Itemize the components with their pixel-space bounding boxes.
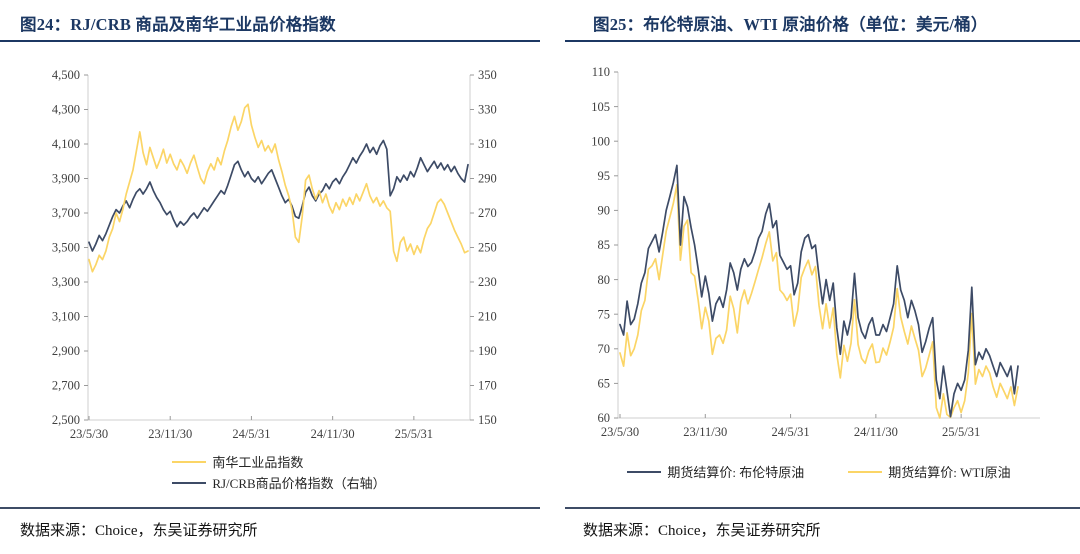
y-axis-label: 290 (478, 172, 497, 186)
legend-line-swatch (172, 481, 207, 484)
y-axis-label: 170 (478, 379, 497, 393)
figure-25-block: 图25：布伦特原油、WTI 原油价格（单位：美元/桶） 60 65 70 75 80 85… (540, 0, 1080, 554)
y-axis-label: 3,700 (52, 206, 80, 220)
legend-label: 南华工业品指数 (212, 455, 304, 470)
y-axis-label: 150 (478, 413, 497, 427)
series-line-南华工业品指数 (88, 103, 469, 273)
y-axis-label: 3,300 (52, 275, 80, 289)
legend-item: 期货结算价: 布伦特原油 (627, 462, 804, 481)
figure-25-title: 图25：布伦特原油、WTI 原油价格（单位：美元/桶） (593, 15, 988, 34)
figure-24-title: 图24：RJ/CRB 商品及南华工业品价格指数 (20, 15, 336, 34)
y-axis-label: 70 (598, 342, 611, 356)
y-axis-label: 310 (478, 137, 497, 151)
y-axis-label: 65 (598, 377, 611, 391)
y-axis-label: 95 (598, 169, 611, 183)
y-axis-label: 100 (591, 134, 610, 148)
x-axis-label: 23/5/30 (601, 425, 639, 439)
y-axis-label: 110 (592, 65, 610, 79)
y-axis-label: 85 (598, 238, 611, 252)
y-axis-label: 230 (478, 275, 497, 289)
legend-entries: 期货结算价: 布伦特原油 期货结算价: WTI原油 (618, 462, 1020, 481)
x-axis-label: 25/5/31 (395, 427, 433, 441)
legend-line-swatch (172, 460, 207, 463)
y-axis-label: 190 (478, 344, 497, 358)
y-axis-label: 3,500 (52, 241, 80, 255)
y-axis-label: 4,100 (52, 137, 80, 151)
y-axis-label: 2,700 (52, 379, 80, 393)
figure-25-legend: 期货结算价: 布伦特原油 期货结算价: WTI原油 (618, 462, 1020, 481)
legend-item: 南华工业品指数 (172, 452, 303, 471)
legend-line-swatch (848, 470, 883, 473)
figure-24-source-note: 数据来源：Choice，东吴证券研究所 (20, 523, 258, 539)
legend-label: 期货结算价: WTI原油 (888, 465, 1011, 480)
y-axis-label: 3,900 (52, 172, 80, 186)
legend-line-swatch (627, 470, 662, 473)
y-axis-label: 75 (598, 307, 611, 321)
figure-24-chart-canvas: 2,500 2,700 2,900 3,100 3,300 3,500 3,700 3,900… (52, 68, 497, 441)
x-axis-label: 23/11/30 (683, 425, 727, 439)
x-axis-label: 24/11/30 (854, 425, 898, 439)
y-axis-label: 270 (478, 206, 497, 220)
y-axis-label: 350 (478, 68, 497, 82)
y-axis-label: 330 (478, 103, 497, 117)
x-axis-label: 24/5/31 (232, 427, 270, 441)
legend-item: RJ/CRB商品价格指数（右轴） (172, 473, 386, 492)
figure-25-source-rule (565, 507, 1080, 509)
figure-25-title-rule (565, 40, 1080, 42)
x-axis-label: 25/5/31 (942, 425, 980, 439)
figure-24-source-rule (0, 507, 540, 509)
figure-25-source-note: 数据来源：Choice，东吴证券研究所 (583, 523, 821, 539)
legend-label: RJ/CRB商品价格指数（右轴） (212, 476, 386, 491)
figure-25-chart-canvas: 60 65 70 75 80 85 90 95 100 105 110 23/5/30 23/11/30… (591, 65, 1040, 439)
x-axis-label: 24/11/30 (311, 427, 355, 441)
x-axis-label: 23/11/30 (148, 427, 192, 441)
x-axis-label: 23/5/30 (70, 427, 108, 441)
figure-24-legend: 南华工业品指数 RJ/CRB商品价格指数（右轴） (88, 452, 470, 492)
y-axis-label: 4,300 (52, 103, 80, 117)
y-axis-label: 3,100 (52, 310, 80, 324)
legend-entries: 南华工业品指数 RJ/CRB商品价格指数（右轴） (172, 452, 386, 492)
figure-24-title-rule (0, 40, 540, 42)
y-axis-label: 2,500 (52, 413, 80, 427)
y-axis-label: 60 (598, 411, 611, 425)
legend-label: 期货结算价: 布伦特原油 (667, 465, 805, 480)
figure-24-block: 图24：RJ/CRB 商品及南华工业品价格指数 2,500 2,700 2,900 3… (0, 15, 540, 539)
x-axis-label: 24/5/31 (771, 425, 809, 439)
y-axis-label: 90 (598, 204, 611, 218)
y-axis-label: 4,500 (52, 68, 80, 82)
y-axis-label: 2,900 (52, 344, 80, 358)
y-axis-label: 210 (478, 310, 497, 324)
y-axis-label: 105 (591, 100, 610, 114)
legend-item: 期货结算价: WTI原油 (848, 462, 1011, 481)
series-line-期货结算价: 布伦特原油 (619, 164, 1019, 418)
y-axis-label: 80 (598, 273, 611, 287)
series-line-RJ/CRB商品价格指数（右轴） (88, 139, 469, 252)
y-axis-label: 250 (478, 241, 497, 255)
